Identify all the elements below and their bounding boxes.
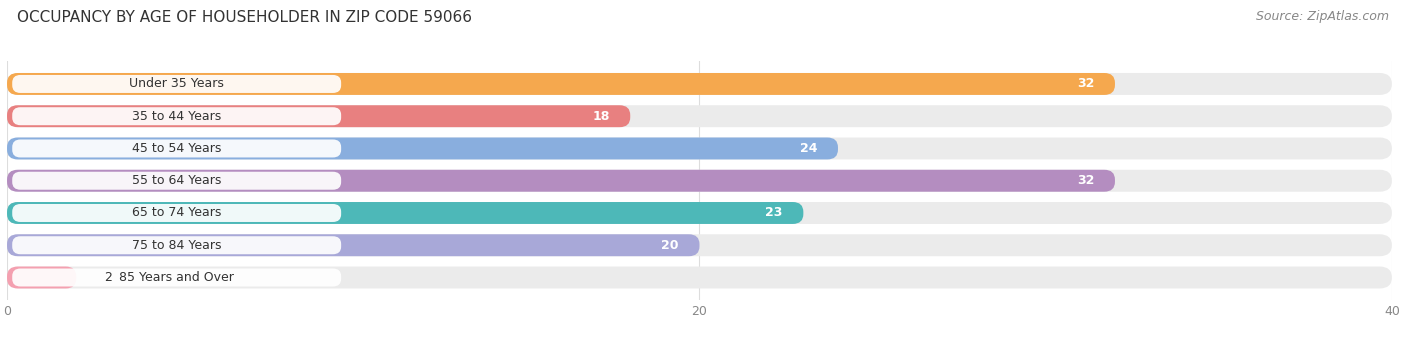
FancyBboxPatch shape	[7, 73, 1392, 95]
FancyBboxPatch shape	[7, 234, 700, 256]
Text: 35 to 44 Years: 35 to 44 Years	[132, 110, 221, 123]
FancyBboxPatch shape	[7, 267, 76, 288]
FancyBboxPatch shape	[7, 105, 1392, 127]
Text: 65 to 74 Years: 65 to 74 Years	[132, 207, 221, 220]
Text: 85 Years and Over: 85 Years and Over	[120, 271, 235, 284]
Text: 45 to 54 Years: 45 to 54 Years	[132, 142, 221, 155]
FancyBboxPatch shape	[13, 75, 342, 93]
Text: 55 to 64 Years: 55 to 64 Years	[132, 174, 221, 187]
Text: 24: 24	[800, 142, 817, 155]
FancyBboxPatch shape	[7, 170, 1115, 192]
FancyBboxPatch shape	[13, 268, 342, 286]
FancyBboxPatch shape	[7, 73, 1115, 95]
FancyBboxPatch shape	[13, 172, 342, 190]
FancyBboxPatch shape	[7, 170, 1392, 192]
Text: 32: 32	[1077, 174, 1094, 187]
FancyBboxPatch shape	[13, 139, 342, 158]
FancyBboxPatch shape	[13, 204, 342, 222]
Text: Under 35 Years: Under 35 Years	[129, 77, 224, 90]
FancyBboxPatch shape	[7, 105, 630, 127]
Text: Source: ZipAtlas.com: Source: ZipAtlas.com	[1256, 10, 1389, 23]
FancyBboxPatch shape	[7, 137, 1392, 160]
Text: 32: 32	[1077, 77, 1094, 90]
FancyBboxPatch shape	[7, 234, 1392, 256]
FancyBboxPatch shape	[13, 236, 342, 254]
FancyBboxPatch shape	[13, 107, 342, 125]
FancyBboxPatch shape	[7, 267, 1392, 288]
FancyBboxPatch shape	[7, 202, 1392, 224]
Text: OCCUPANCY BY AGE OF HOUSEHOLDER IN ZIP CODE 59066: OCCUPANCY BY AGE OF HOUSEHOLDER IN ZIP C…	[17, 10, 472, 25]
Text: 23: 23	[765, 207, 783, 220]
FancyBboxPatch shape	[7, 137, 838, 160]
Text: 2: 2	[104, 271, 112, 284]
Text: 20: 20	[661, 239, 679, 252]
FancyBboxPatch shape	[7, 202, 803, 224]
Text: 75 to 84 Years: 75 to 84 Years	[132, 239, 221, 252]
Text: 18: 18	[592, 110, 609, 123]
